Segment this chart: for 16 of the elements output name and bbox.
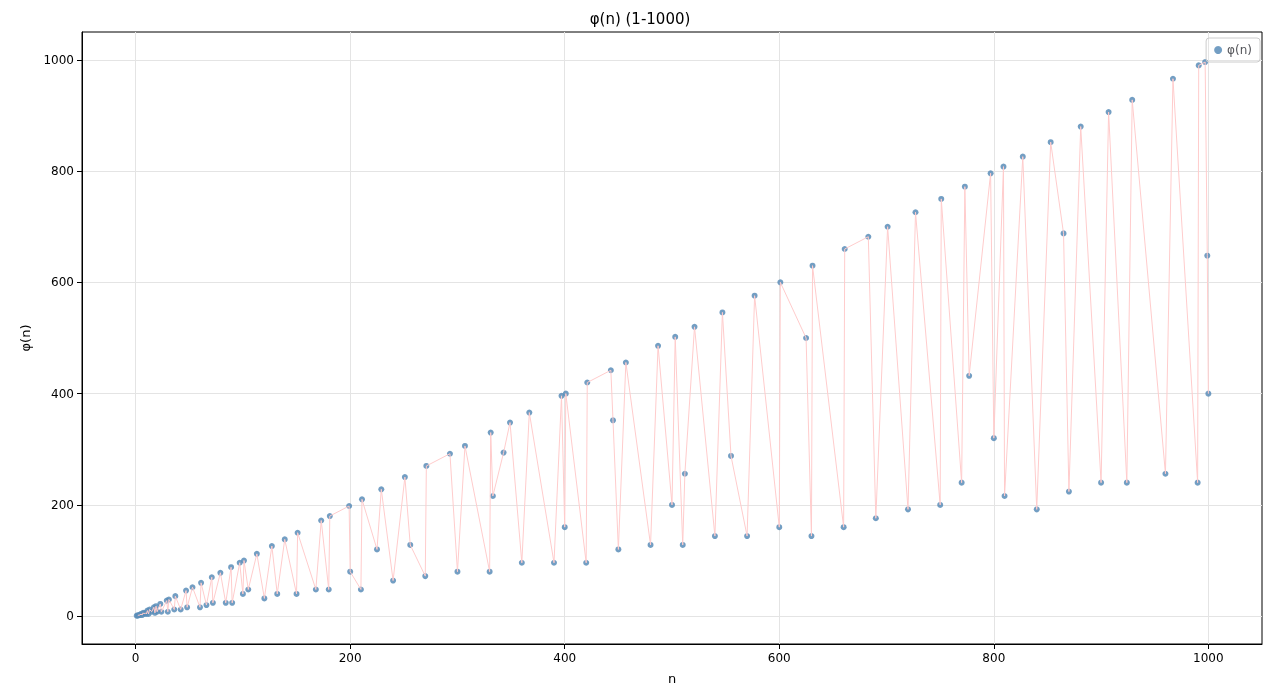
x-tick-label: 200 (338, 651, 362, 665)
chart-title: φ(n) (1-1000) (589, 9, 691, 28)
y-axis-title: φ(n) (18, 324, 33, 352)
y-tick-label: 600 (51, 275, 74, 290)
x-axis-title: n (667, 671, 677, 686)
legend-label: φ(n) (1227, 43, 1253, 57)
x-tick-label: 600 (767, 651, 791, 665)
y-tick-label: 400 (51, 386, 74, 401)
x-tick-label: 0 (131, 651, 140, 665)
y-tick-label: 200 (51, 497, 74, 512)
x-tick-label: 1000 (1193, 651, 1224, 665)
y-tick-label: 800 (51, 164, 74, 179)
y-tick-label: 1000 (43, 52, 74, 67)
x-tick-label: 400 (553, 651, 577, 665)
y-tick-label: 0 (66, 609, 74, 624)
x-tick-label: 800 (982, 651, 1006, 665)
